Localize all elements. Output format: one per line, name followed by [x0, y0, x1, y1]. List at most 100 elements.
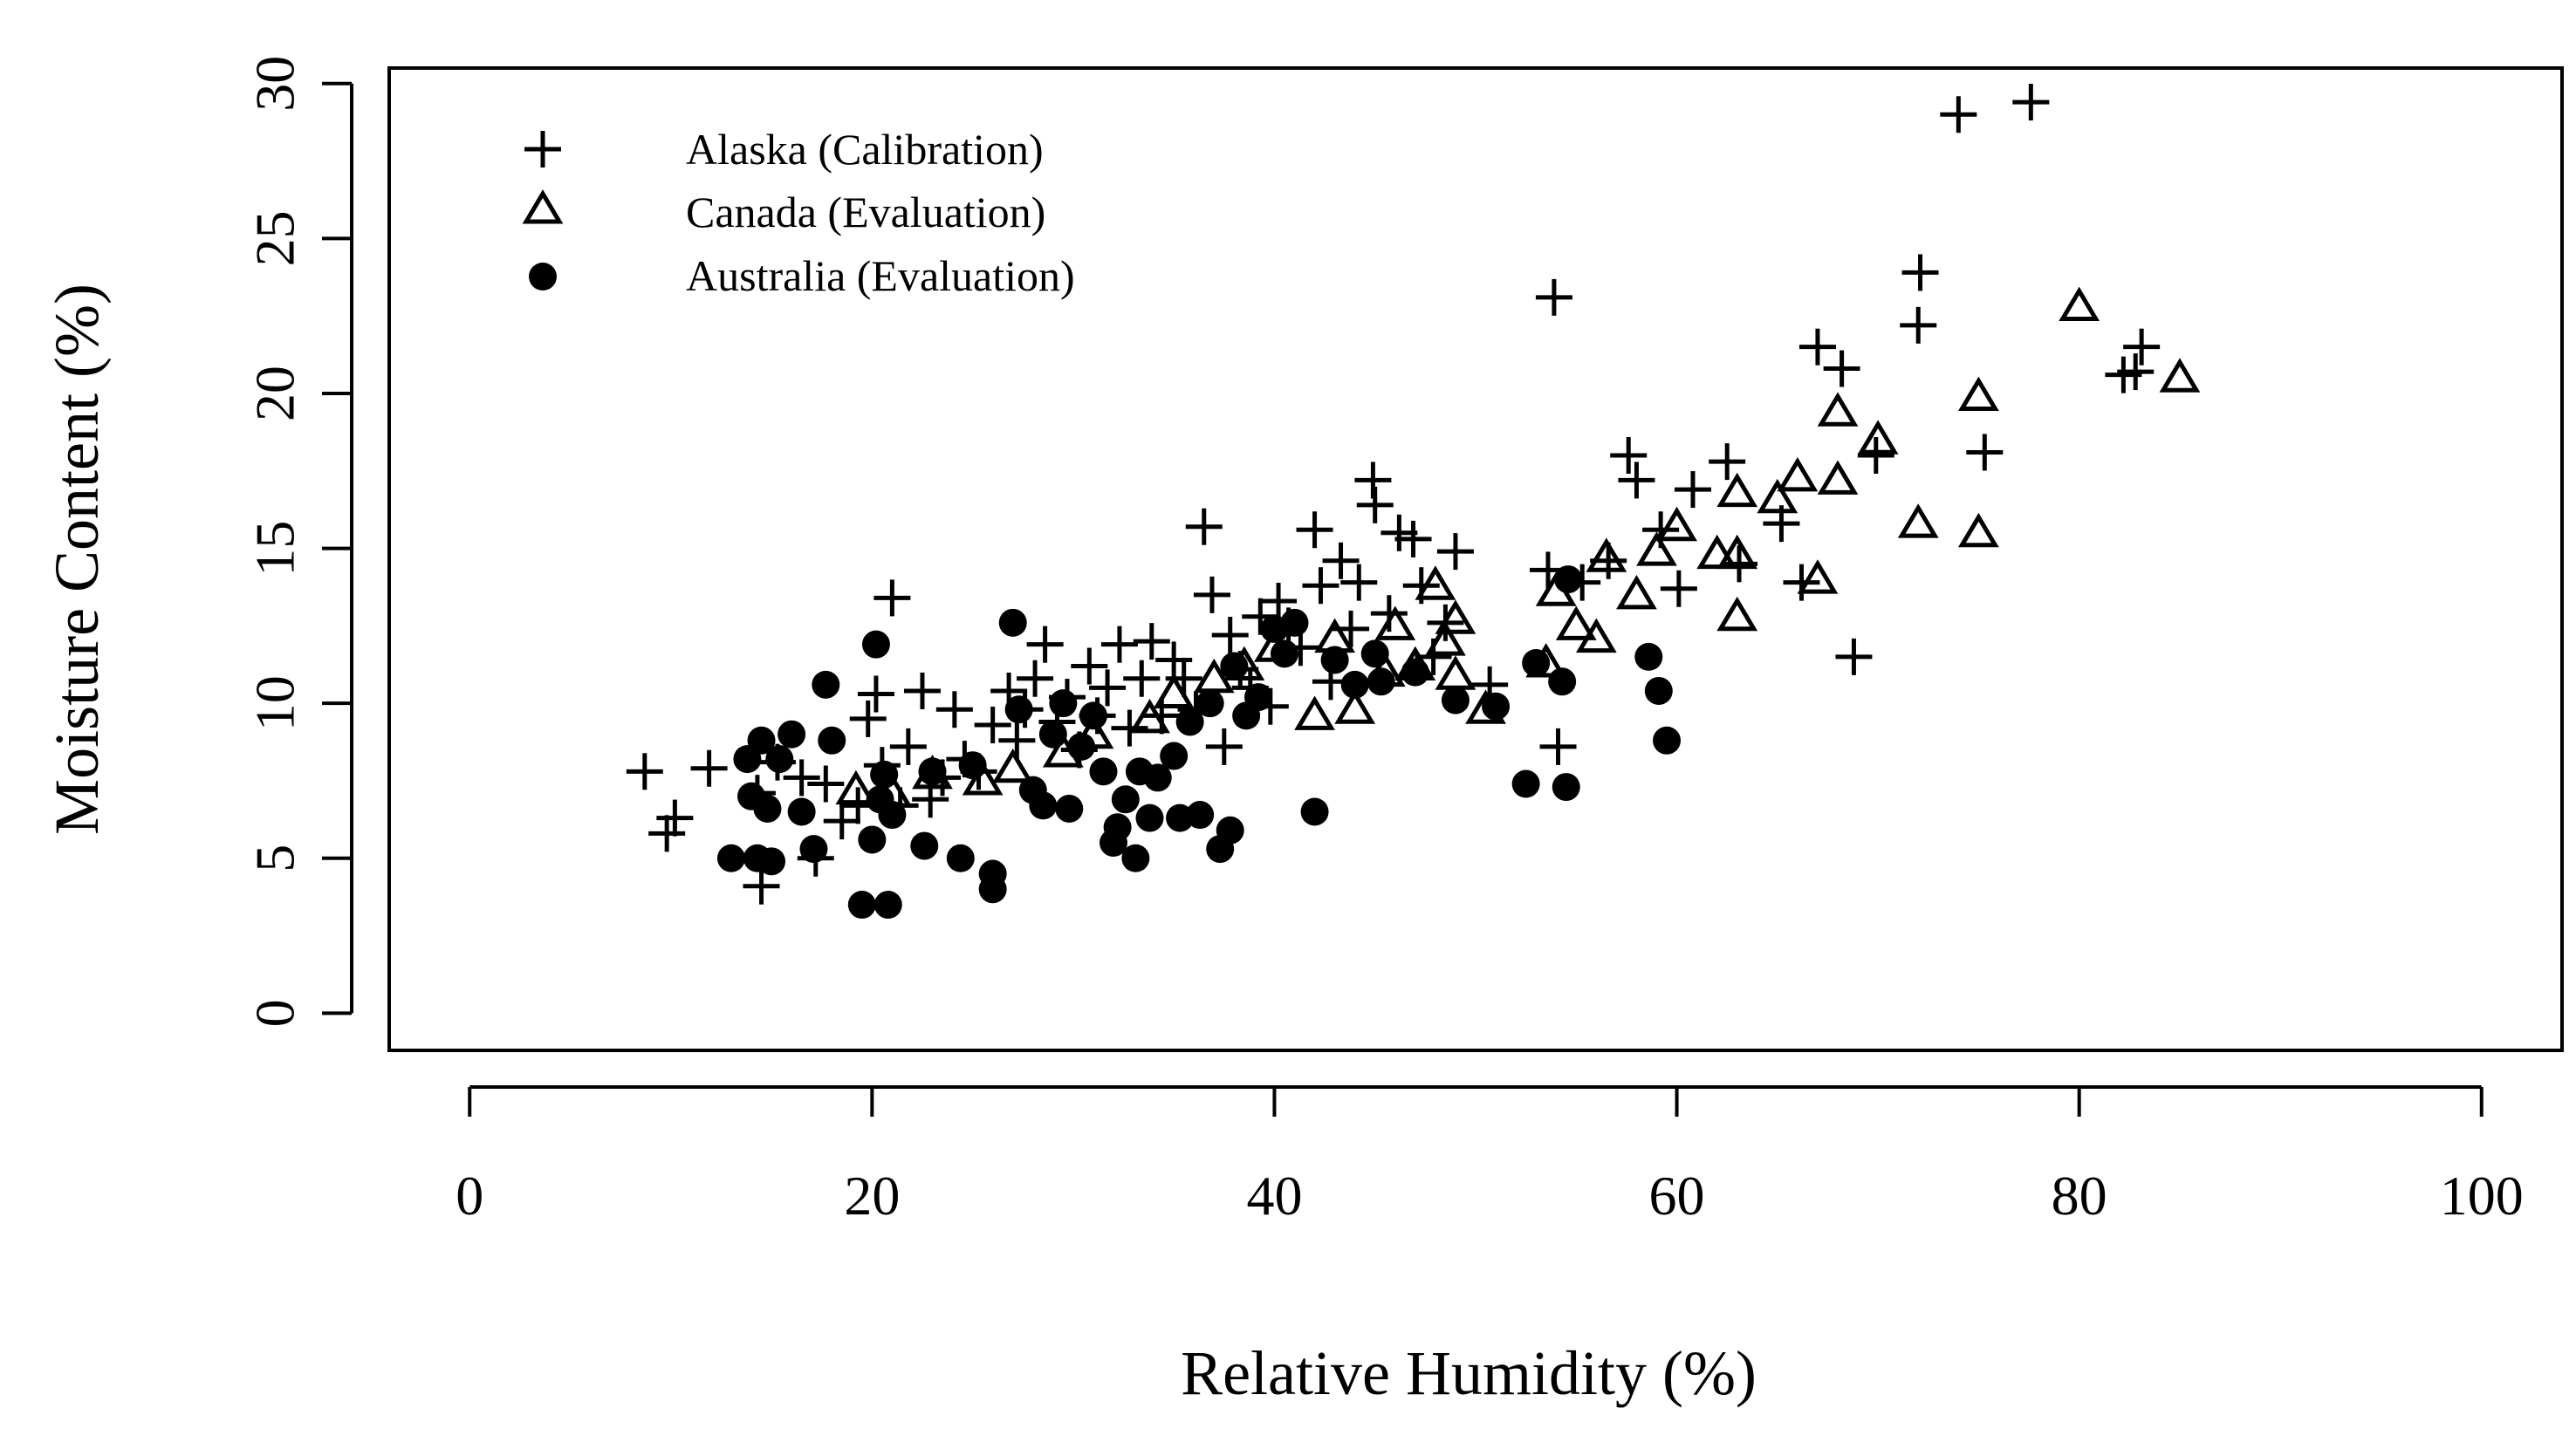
- point-triangle: [1656, 506, 1697, 542]
- point-triangle: [1425, 621, 1466, 656]
- point-triangle: [1334, 689, 1376, 724]
- point-dot: [1441, 686, 1470, 714]
- point-dot: [878, 801, 907, 830]
- point-plus: [849, 700, 887, 737]
- legend-label-canada: Canada (Evaluation): [686, 188, 1045, 236]
- point-dot: [998, 608, 1027, 637]
- point-dot: [1004, 695, 1033, 724]
- point-plus: [1143, 697, 1181, 735]
- point-plus: [1660, 570, 1697, 607]
- point-triangle: [1294, 695, 1335, 730]
- y-axis: 0 5 10 15 20 25 30: [244, 56, 353, 1027]
- point-plus: [1798, 328, 1836, 366]
- point-triangle: [1757, 478, 1798, 514]
- point-triangle: [1696, 534, 1738, 570]
- point-dot: [1111, 785, 1140, 814]
- point-plus: [1193, 576, 1230, 613]
- point-plus: [1185, 508, 1223, 545]
- point-plus: [648, 815, 686, 852]
- point-plus: [1155, 641, 1193, 679]
- point-plus: [1539, 728, 1577, 765]
- point-triangle: [1897, 503, 1939, 538]
- x-tick-label: 0: [456, 1165, 483, 1227]
- point-triangle: [2159, 358, 2201, 393]
- y-tick-label: 10: [244, 675, 306, 731]
- point-triangle: [1555, 605, 1597, 640]
- point-dot: [716, 844, 745, 872]
- point-triangle: [1415, 565, 1456, 600]
- point-plus: [998, 721, 1036, 759]
- point-triangle: [992, 748, 1034, 783]
- point-plus: [1940, 96, 1977, 133]
- point-dot: [1055, 794, 1084, 823]
- point-plus: [1709, 443, 1746, 481]
- point-triangle: [1857, 420, 1899, 455]
- point-plus: [1100, 626, 1138, 663]
- point-plus: [1618, 462, 1655, 499]
- point-plus: [1123, 660, 1161, 697]
- point-plus: [1017, 660, 1054, 697]
- point-triangle: [1716, 596, 1758, 632]
- point-dot: [1220, 652, 1249, 680]
- point-dot: [1634, 642, 1663, 671]
- series-dot: [716, 565, 1682, 920]
- point-dot: [1270, 639, 1298, 668]
- point-dot: [799, 835, 828, 864]
- point-triangle: [1777, 456, 1819, 492]
- point-triangle: [1374, 605, 1416, 640]
- point-plus: [2117, 353, 2155, 391]
- point-dot: [1401, 658, 1429, 687]
- point-dot: [1320, 646, 1349, 674]
- point-triangle: [1435, 599, 1476, 634]
- point-plus: [1394, 520, 1432, 557]
- legend-item-alaska: Alaska (Calibration): [524, 125, 1044, 174]
- point-dot: [1067, 732, 1096, 761]
- y-tick-label: 30: [244, 56, 306, 112]
- point-plus: [1436, 533, 1474, 571]
- point-plus: [1900, 306, 1937, 344]
- legend-item-canada: Canada (Evaluation): [522, 188, 1045, 236]
- point-dot: [1121, 844, 1150, 872]
- data-points: [626, 84, 2201, 920]
- point-triangle: [1957, 512, 1999, 548]
- point-dot: [1367, 667, 1395, 696]
- point-plus: [1322, 542, 1360, 579]
- point-triangle: [1797, 559, 1839, 594]
- point-plus: [743, 867, 780, 905]
- point-dot: [874, 891, 902, 920]
- point-plus: [1783, 564, 1820, 601]
- point-dot: [910, 831, 939, 860]
- legend-marker-dot: [529, 263, 557, 291]
- point-dot: [1300, 797, 1329, 826]
- y-tick-label: 0: [244, 999, 306, 1027]
- point-dot: [778, 720, 806, 749]
- point-dot: [765, 745, 794, 774]
- point-plus: [1260, 582, 1298, 619]
- x-axis: 0 20 40 60 80 100: [456, 1085, 2524, 1227]
- point-dot: [753, 794, 782, 823]
- legend-marker-plus: [524, 131, 561, 168]
- point-plus: [874, 579, 911, 617]
- point-dot: [946, 844, 975, 872]
- point-plus: [807, 765, 845, 803]
- point-dot: [1160, 742, 1189, 770]
- point-plus: [974, 707, 1011, 744]
- point-dot: [1340, 670, 1369, 699]
- point-plus: [1610, 437, 1648, 475]
- point-dot: [861, 630, 890, 659]
- point-dot: [870, 760, 899, 789]
- point-dot: [787, 797, 816, 826]
- point-dot: [858, 825, 887, 854]
- point-dot: [757, 847, 786, 876]
- point-plus: [903, 672, 941, 709]
- y-tick-label: 25: [244, 210, 306, 266]
- point-dot: [1511, 769, 1540, 798]
- point-dot: [1644, 676, 1673, 705]
- x-tick-label: 100: [2440, 1165, 2524, 1227]
- point-triangle: [835, 769, 877, 805]
- point-triangle: [2059, 286, 2100, 322]
- point-dot: [1196, 689, 1224, 718]
- point-dot: [1653, 726, 1682, 755]
- point-dot: [1280, 608, 1309, 637]
